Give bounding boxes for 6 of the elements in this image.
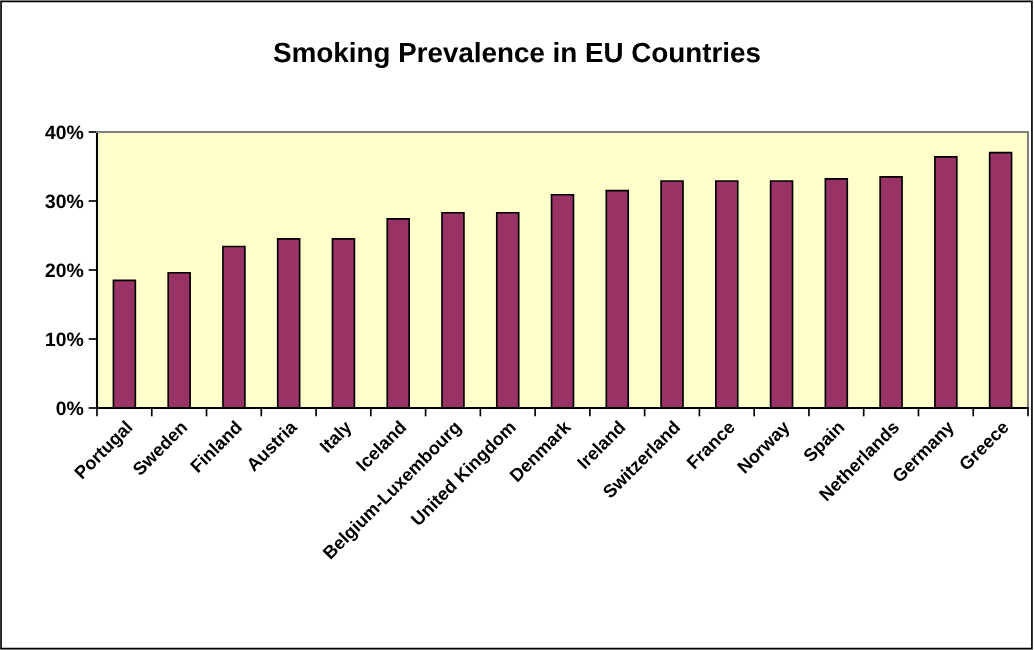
y-tick-label: 30%: [45, 194, 84, 209]
y-tick-label: 20%: [45, 263, 84, 278]
y-tick-label: 0%: [56, 401, 84, 416]
y-tick-label: 10%: [46, 332, 84, 347]
chart-title: Smoking Prevalence in EU Countries: [273, 41, 760, 69]
y-tick-label: 40%: [45, 125, 84, 140]
